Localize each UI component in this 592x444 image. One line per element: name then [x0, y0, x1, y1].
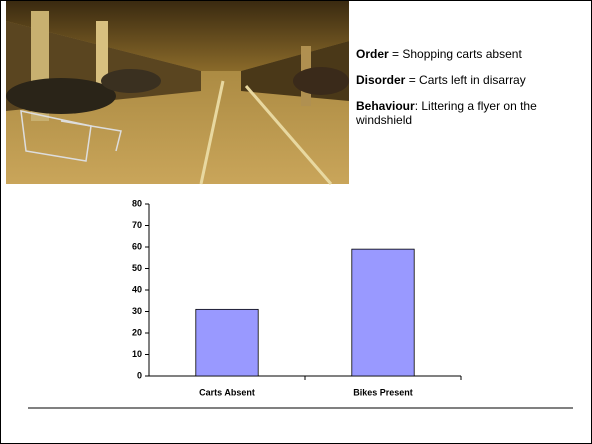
- y-tick-label: 50: [132, 263, 142, 273]
- x-tick-label: Carts Absent: [199, 387, 255, 397]
- y-tick-label: 30: [132, 306, 142, 316]
- x-tick-label: Bikes Present: [353, 387, 413, 397]
- description: : Littering a flyer on the windshield: [356, 99, 537, 127]
- bullet-text: Order = Shopping carts absent: [356, 47, 586, 61]
- y-tick-label: 20: [132, 327, 142, 337]
- y-tick-label: 80: [132, 198, 142, 208]
- y-tick-label: 10: [132, 349, 142, 359]
- chart: 0 10 20 30 40 50 60 70 80 Carts Absent Bikes Prese…: [132, 198, 462, 397]
- bullet-text: Disorder = Carts left in disarray: [356, 73, 586, 87]
- bullet-text: Behaviour: Littering a flyer on the wind…: [356, 99, 586, 127]
- term: Behaviour: [356, 99, 415, 113]
- bar: [351, 248, 415, 377]
- y-tick-label: 0: [137, 370, 142, 380]
- y-tick-label: 60: [132, 241, 142, 251]
- term: Order: [356, 47, 389, 61]
- y-tick-label: 70: [132, 220, 142, 230]
- bar: [195, 308, 259, 377]
- term: Disorder: [356, 73, 406, 87]
- photo: [6, 1, 349, 185]
- description: = Carts left in disarray: [405, 73, 526, 87]
- y-tick-label: 40: [132, 284, 142, 294]
- description: = Shopping carts absent: [388, 47, 522, 61]
